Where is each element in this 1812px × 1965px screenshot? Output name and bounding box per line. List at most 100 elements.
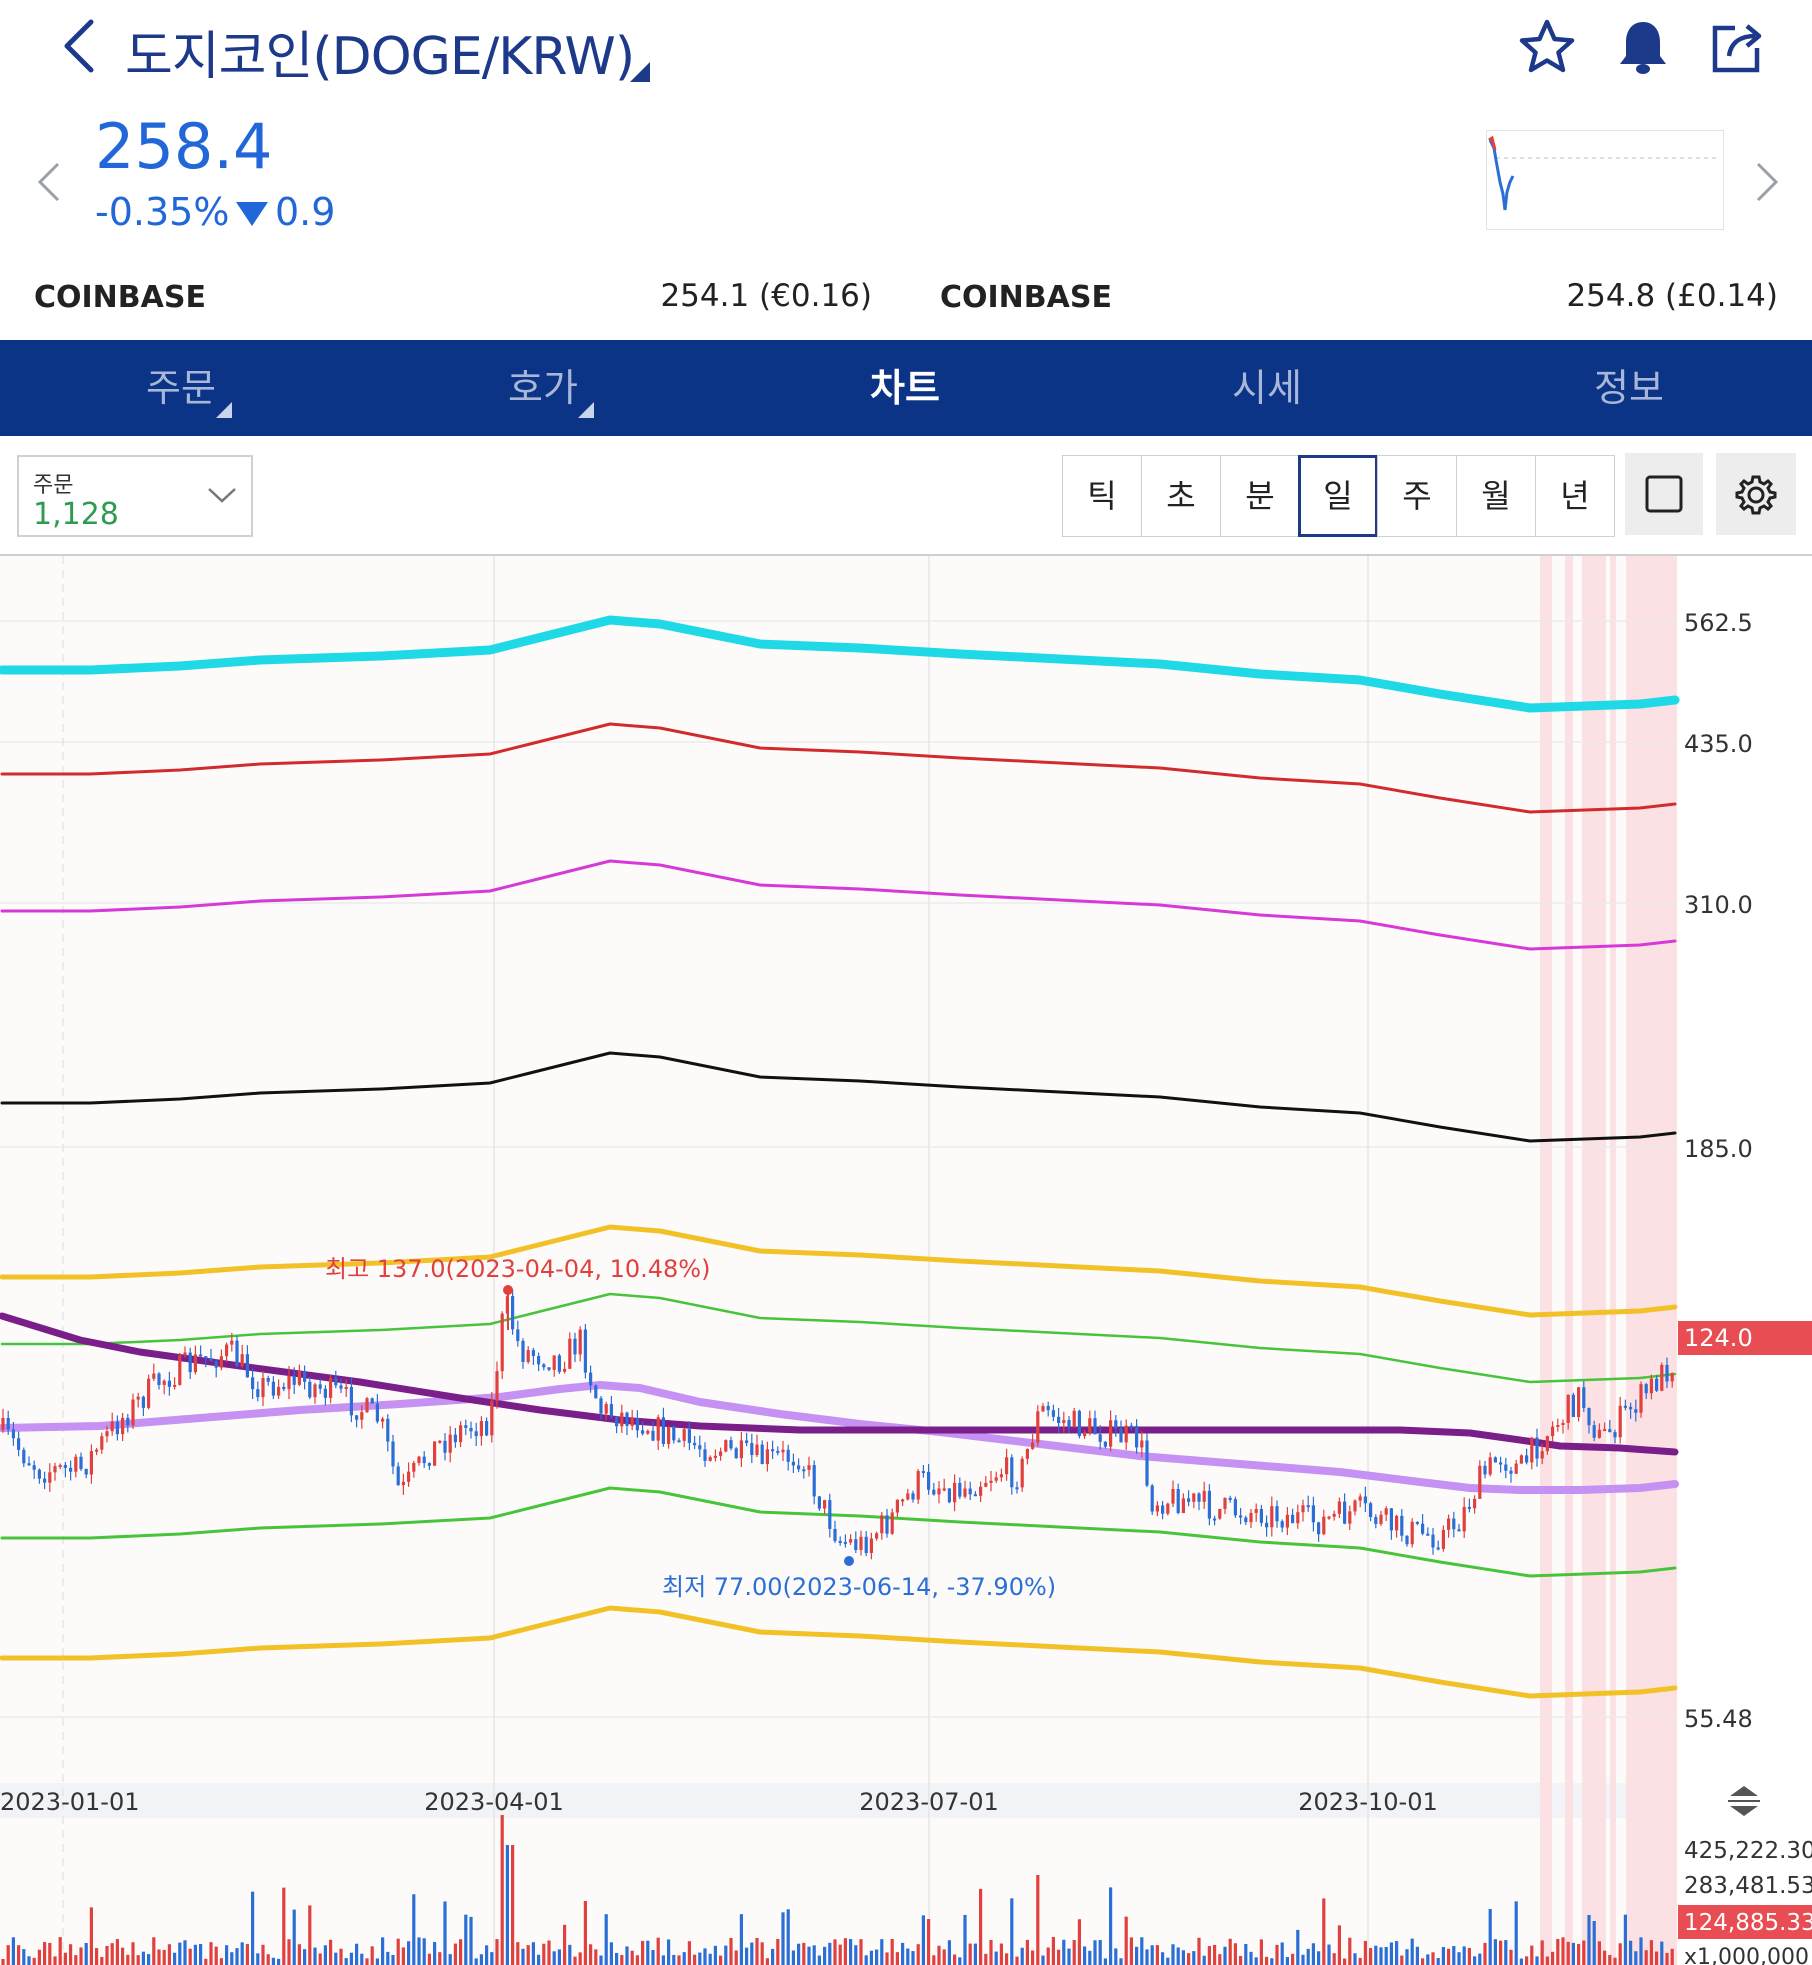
share-icon[interactable] [1709,16,1767,76]
volume-bar [1551,1951,1555,1965]
volume-bar [911,1951,915,1965]
back-chevron-icon[interactable] [55,16,105,76]
candle-body [407,1471,411,1482]
volume-bar [1233,1943,1237,1965]
candle-body [1327,1516,1331,1519]
tab-info[interactable]: 정보 [1594,366,1664,410]
candle-body [1670,1373,1674,1382]
candle-body [1608,1429,1612,1433]
candle-body [48,1472,52,1483]
mini-sparkline[interactable] [1486,130,1724,230]
volume-bar [1072,1940,1076,1965]
volume-bar [1452,1946,1456,1965]
tab-chart[interactable]: 차트 [870,366,940,410]
chart-settings-button[interactable] [1716,453,1796,535]
period-second[interactable]: 초 [1141,455,1221,537]
candle-body [1192,1493,1196,1502]
candle-body [1603,1429,1607,1432]
candle-body [880,1515,884,1534]
volume-bar [1171,1944,1175,1965]
volume-bar [1,1958,5,1965]
volume-bar [355,1943,359,1965]
star-icon[interactable] [1517,18,1577,76]
volume-bar [953,1954,957,1965]
panel-resize-icon[interactable] [1728,1786,1760,1816]
tab-order[interactable]: 주문 [0,340,362,436]
next-coin-arrow-icon[interactable] [1752,160,1782,204]
candle-body [812,1465,816,1497]
volume-bar [11,1937,15,1965]
candle-body [557,1355,561,1372]
candle-body [1379,1514,1383,1524]
volume-bar [1410,1938,1414,1965]
volume-bar [89,1907,93,1965]
candle-body [43,1478,47,1483]
volume-bar [1140,1937,1144,1965]
volume-bar [563,1924,567,1965]
candle-body [958,1482,962,1497]
volume-bar [422,1938,426,1965]
volume-bar [739,1914,743,1965]
volume-bar [1114,1948,1118,1965]
period-minute[interactable]: 분 [1220,455,1300,537]
period-day[interactable]: 일 [1298,455,1378,537]
volume-bar [1218,1954,1222,1965]
candle-body [989,1480,993,1483]
volume-bar [947,1940,951,1965]
volume-bar [433,1942,437,1965]
title-dropdown-indicator[interactable] [630,62,650,82]
tab-market-price[interactable]: 시세 [1232,366,1302,410]
arrow-down-icon [1730,1806,1758,1816]
price-chart[interactable]: 최고 137.0(2023-04-04, 10.48%) 최저 77.00(202… [0,556,1812,1965]
order-selector[interactable]: 주문 1,128 [17,455,253,537]
candle-body [901,1499,905,1502]
candle-body [110,1421,114,1432]
candle-body [438,1440,442,1443]
volume-bar [667,1939,671,1965]
candle-body [578,1329,582,1355]
volume-bar [1660,1941,1664,1965]
volume-bar [838,1944,842,1965]
volume-bar [178,1942,182,1965]
volume-bar [126,1954,130,1965]
candle-body [661,1417,665,1444]
volume-bar [1343,1958,1347,1965]
chart-layout-button[interactable] [1625,453,1703,535]
tab-orderbook[interactable]: 호가 [362,340,724,436]
volume-bar [1457,1952,1461,1965]
volume-bar [365,1958,369,1965]
prev-coin-arrow-icon[interactable] [34,160,64,204]
candle-body [152,1373,156,1379]
candle-body [583,1329,587,1373]
volume-bar [781,1912,785,1965]
candle-body [1155,1505,1159,1512]
candle-body [1467,1506,1471,1509]
volume-bar [1124,1916,1128,1965]
volume-bar [869,1950,873,1965]
volume-bar [136,1955,140,1965]
period-week[interactable]: 주 [1377,455,1457,537]
period-year[interactable]: 년 [1535,455,1615,537]
candle-body [1072,1410,1076,1428]
period-tick[interactable]: 틱 [1062,455,1142,537]
volume-bar [17,1945,21,1965]
volume-bar [1051,1937,1055,1965]
volume-bar [74,1955,78,1965]
exchange-price: 254.1 (€0.16) [660,278,872,314]
volume-bar [167,1944,171,1965]
candle-body [443,1440,447,1453]
volume-bar [1306,1948,1310,1965]
period-month[interactable]: 월 [1456,455,1536,537]
candle-body [1462,1506,1466,1532]
candle-body [370,1398,374,1404]
candle-body [1181,1498,1185,1513]
candle-body [1311,1505,1315,1523]
candle-body [1124,1425,1128,1443]
candle-body [1571,1394,1575,1417]
candle-body [1296,1512,1300,1524]
volume-bar [1478,1953,1482,1965]
candle-body [1530,1437,1534,1463]
bell-icon[interactable] [1614,18,1672,76]
volume-bar [1577,1943,1581,1965]
candle-body [245,1354,249,1378]
